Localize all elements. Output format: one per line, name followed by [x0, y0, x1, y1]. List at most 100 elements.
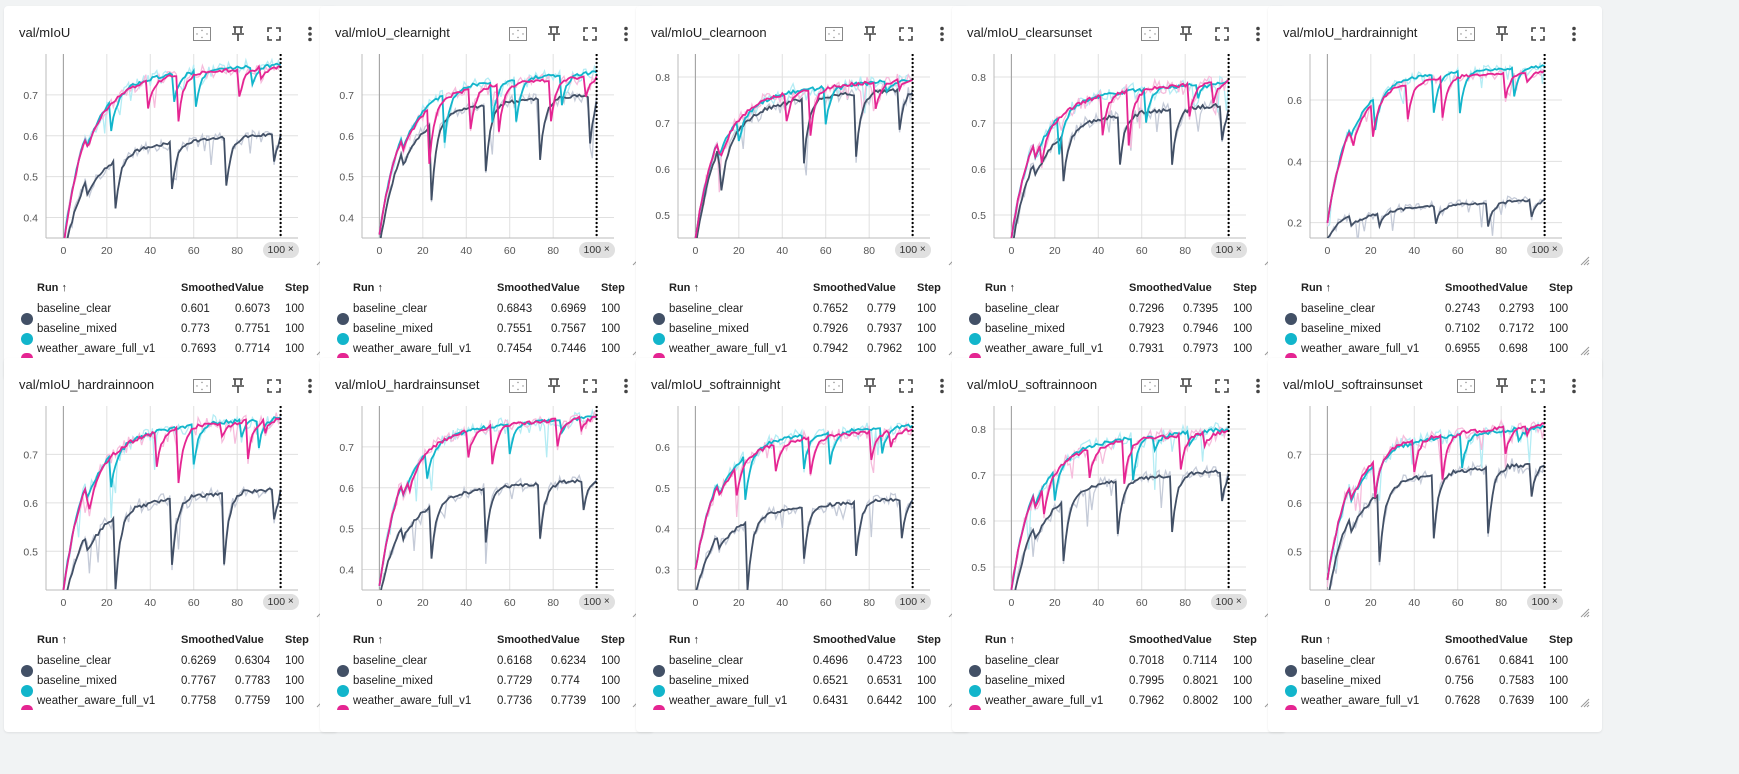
legend-header-run[interactable]: Run ↑	[985, 282, 1015, 294]
step-chip[interactable]: 100 ×	[262, 242, 299, 258]
smoothed-line-baseline_clear[interactable]	[695, 87, 914, 248]
smoothed-line-baseline_clear[interactable]	[695, 497, 914, 594]
run-color-swatch[interactable]	[1285, 685, 1297, 697]
legend-header-run[interactable]: Run ↑	[353, 634, 383, 646]
run-color-swatch[interactable]	[969, 353, 981, 358]
smoothed-line-baseline_mixed[interactable]	[378, 415, 597, 587]
legend-header-run[interactable]: Run ↑	[985, 634, 1015, 646]
smoothed-line-baseline_mixed[interactable]	[63, 62, 281, 247]
line-chart[interactable]: 0 20 40 60 80 0.5 0.6 0.7 0.8 100 ×	[636, 48, 970, 278]
line-chart[interactable]: 0 20 40 60 80 0.5 0.6 0.7 0.8 100 ×	[952, 48, 1286, 278]
smoothed-line-baseline_clear[interactable]	[1327, 462, 1545, 600]
legend-header-run[interactable]: Run ↑	[669, 282, 699, 294]
legend-header-run[interactable]: Run ↑	[1301, 634, 1331, 646]
chart-svg[interactable]: 0 20 40 60 80 0.2 0.4 0.6	[1268, 48, 1602, 278]
legend-header-run[interactable]: Run ↑	[37, 282, 67, 294]
close-icon[interactable]: ×	[1233, 244, 1242, 255]
smoothed-line-weather_aware_full_v1[interactable]	[1010, 79, 1230, 238]
smoothed-line-baseline_mixed[interactable]	[1326, 424, 1546, 581]
legend-header-run[interactable]: Run ↑	[37, 634, 67, 646]
smoothed-line-baseline_clear[interactable]	[63, 487, 282, 609]
line-chart[interactable]: 0 20 40 60 80 0.3 0.4 0.5 0.6 100 ×	[636, 400, 970, 630]
line-chart[interactable]: 0 20 40 60 80 0.4 0.5 0.6 0.7 100 ×	[320, 400, 654, 630]
fullscreen-button[interactable]	[1520, 23, 1556, 45]
run-color-swatch[interactable]	[21, 333, 33, 345]
line-chart[interactable]: 0 20 40 60 80 0.2 0.4 0.6 100 ×	[1268, 48, 1602, 278]
more-options-button[interactable]	[1240, 23, 1276, 45]
run-color-swatch[interactable]	[21, 313, 33, 325]
pin-button[interactable]	[1484, 23, 1520, 45]
line-chart[interactable]: 0 20 40 60 80 0.4 0.5 0.6 0.7 100 ×	[320, 48, 654, 278]
line-chart[interactable]: 0 20 40 60 80 0.4 0.5 0.6 0.7 100 ×	[4, 48, 338, 278]
fit-domain-button[interactable]	[500, 23, 536, 45]
legend-header-run[interactable]: Run ↑	[669, 634, 699, 646]
fullscreen-button[interactable]	[1520, 375, 1556, 397]
fit-domain-button[interactable]	[816, 375, 852, 397]
run-color-swatch[interactable]	[653, 665, 665, 677]
fullscreen-button[interactable]	[256, 375, 292, 397]
pin-button[interactable]	[1168, 23, 1204, 45]
fit-domain-button[interactable]	[184, 375, 220, 397]
fit-domain-button[interactable]	[184, 23, 220, 45]
close-icon[interactable]: ×	[601, 244, 610, 255]
chart-svg[interactable]: 0 20 40 60 80 0.4 0.5 0.6 0.7	[320, 400, 654, 630]
chart-svg[interactable]: 0 20 40 60 80 0.5 0.6 0.7 0.8	[636, 48, 970, 278]
smoothed-line-weather_aware_full_v1[interactable]	[63, 64, 281, 247]
line-chart[interactable]: 0 20 40 60 80 0.5 0.6 0.7 100 ×	[1268, 400, 1602, 630]
more-options-button[interactable]	[608, 375, 644, 397]
smoothed-line-baseline_mixed[interactable]	[1326, 64, 1545, 224]
chart-svg[interactable]: 0 20 40 60 80 0.4 0.5 0.6 0.7	[4, 48, 338, 278]
chart-svg[interactable]: 0 20 40 60 80 0.5 0.6 0.7 0.8	[952, 48, 1286, 278]
run-color-swatch[interactable]	[337, 313, 349, 325]
close-icon[interactable]: ×	[285, 244, 294, 255]
run-color-swatch[interactable]	[1285, 353, 1297, 358]
close-icon[interactable]: ×	[601, 596, 610, 607]
pin-button[interactable]	[852, 23, 888, 45]
more-options-button[interactable]	[1240, 375, 1276, 397]
more-options-button[interactable]	[608, 23, 644, 45]
smoothed-line-baseline_mixed[interactable]	[1010, 427, 1229, 590]
fit-domain-button[interactable]	[1132, 23, 1168, 45]
smoothed-line-baseline_mixed[interactable]	[694, 423, 914, 570]
close-icon[interactable]: ×	[285, 596, 294, 607]
step-chip[interactable]: 100 ×	[1210, 242, 1247, 258]
more-options-button[interactable]	[292, 23, 328, 45]
step-chip[interactable]: 100 ×	[1526, 594, 1563, 610]
step-chip[interactable]: 100 ×	[894, 242, 931, 258]
fullscreen-button[interactable]	[572, 23, 608, 45]
run-color-swatch[interactable]	[337, 665, 349, 677]
run-color-swatch[interactable]	[1285, 705, 1297, 710]
step-chip[interactable]: 100 ×	[1210, 594, 1247, 610]
legend-resize-handle-icon[interactable]	[1580, 346, 1590, 356]
close-icon[interactable]: ×	[917, 596, 926, 607]
smoothed-line-weather_aware_full_v1[interactable]	[694, 78, 914, 238]
smoothed-line-weather_aware_full_v1[interactable]	[1010, 429, 1229, 590]
close-icon[interactable]: ×	[917, 244, 926, 255]
run-color-swatch[interactable]	[21, 705, 33, 710]
smoothed-line-baseline_clear[interactable]	[379, 478, 598, 598]
pin-button[interactable]	[1168, 375, 1204, 397]
run-color-swatch[interactable]	[653, 333, 665, 345]
fit-domain-button[interactable]	[500, 375, 536, 397]
run-color-swatch[interactable]	[1285, 665, 1297, 677]
run-color-swatch[interactable]	[337, 353, 349, 358]
legend-header-run[interactable]: Run ↑	[353, 282, 383, 294]
pin-button[interactable]	[536, 23, 572, 45]
legend-resize-handle-icon[interactable]	[1580, 698, 1590, 708]
pin-button[interactable]	[852, 375, 888, 397]
smoothed-line-weather_aware_full_v1[interactable]	[62, 416, 282, 591]
more-options-button[interactable]	[924, 375, 960, 397]
run-color-swatch[interactable]	[653, 705, 665, 710]
pin-button[interactable]	[220, 23, 256, 45]
chart-svg[interactable]: 0 20 40 60 80 0.3 0.4 0.5 0.6	[636, 400, 970, 630]
step-chip[interactable]: 100 ×	[578, 242, 615, 258]
resize-handle-icon[interactable]	[1580, 256, 1590, 266]
run-color-swatch[interactable]	[21, 353, 33, 358]
legend-header-run[interactable]: Run ↑	[1301, 282, 1331, 294]
smoothed-line-baseline_clear[interactable]	[1011, 469, 1230, 613]
more-options-button[interactable]	[1556, 23, 1592, 45]
fullscreen-button[interactable]	[888, 23, 924, 45]
run-color-swatch[interactable]	[21, 685, 33, 697]
run-color-swatch[interactable]	[969, 313, 981, 325]
fullscreen-button[interactable]	[256, 23, 292, 45]
